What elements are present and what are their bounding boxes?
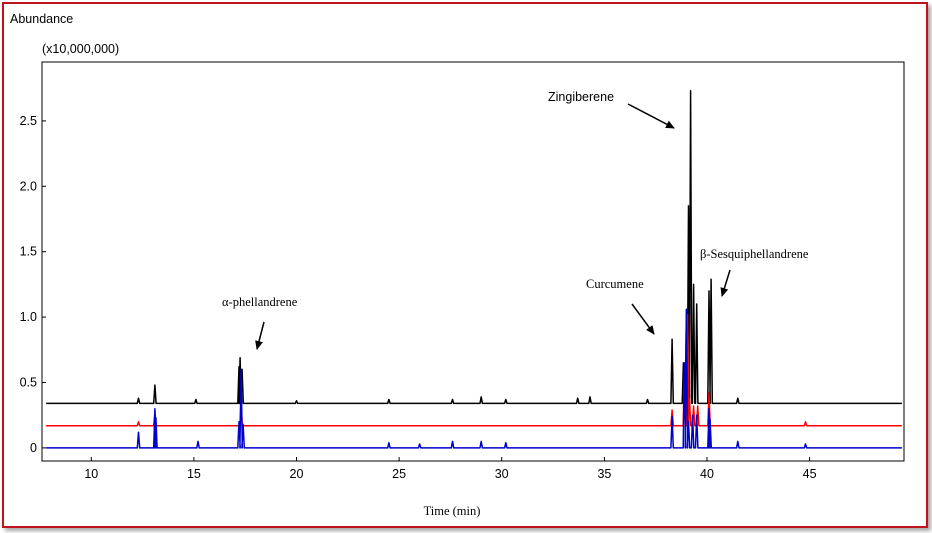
series-bottom-trace bbox=[46, 308, 902, 449]
y-axis-unit: (x10,000,000) bbox=[42, 42, 119, 56]
x-tick-label: 10 bbox=[84, 467, 98, 481]
annotation-a-phellandrene: α-phellandrene bbox=[222, 295, 298, 350]
y-tick-label: 0 bbox=[30, 441, 37, 455]
annotation-curcumene-label: Curcumene bbox=[586, 277, 644, 291]
annotation-curcumene: Curcumene bbox=[586, 277, 655, 335]
annotation-zingiberene-label: Zingiberene bbox=[548, 90, 614, 104]
x-tick-label: 30 bbox=[495, 467, 509, 481]
y-tick-label: 1.5 bbox=[20, 245, 37, 259]
annotation-a-phellandrene-label: α-phellandrene bbox=[222, 295, 298, 309]
series-middle-trace bbox=[46, 313, 902, 427]
annotation-b-sesquiphellandrene-arrow bbox=[720, 269, 731, 297]
annotation-curcumene-arrow bbox=[631, 303, 655, 335]
x-tick-label: 45 bbox=[803, 467, 817, 481]
annotation-a-phellandrene-arrow bbox=[255, 321, 265, 350]
y-tick-label: 0.5 bbox=[20, 376, 37, 390]
x-tick-label: 25 bbox=[392, 467, 406, 481]
plot-area bbox=[41, 61, 905, 462]
annotation-b-sesquiphellandrene-label: β-Sesquiphellandrene bbox=[700, 247, 809, 261]
y-tick-label: 1.0 bbox=[20, 310, 37, 324]
x-tick-label: 20 bbox=[290, 467, 304, 481]
y-axis-label: Abundance bbox=[10, 12, 73, 26]
y-tick-label: 2.0 bbox=[20, 179, 37, 193]
x-tick-label: 15 bbox=[187, 467, 201, 481]
y-tick-label: 2.5 bbox=[20, 114, 37, 128]
annotation-zingiberene-arrow bbox=[627, 103, 675, 129]
x-tick-label: 40 bbox=[700, 467, 714, 481]
x-axis-label: Time (min) bbox=[424, 504, 481, 518]
x-tick-label: 35 bbox=[597, 467, 611, 481]
annotation-b-sesquiphellandrene: β-Sesquiphellandrene bbox=[700, 247, 809, 297]
annotation-zingiberene: Zingiberene bbox=[548, 90, 675, 129]
